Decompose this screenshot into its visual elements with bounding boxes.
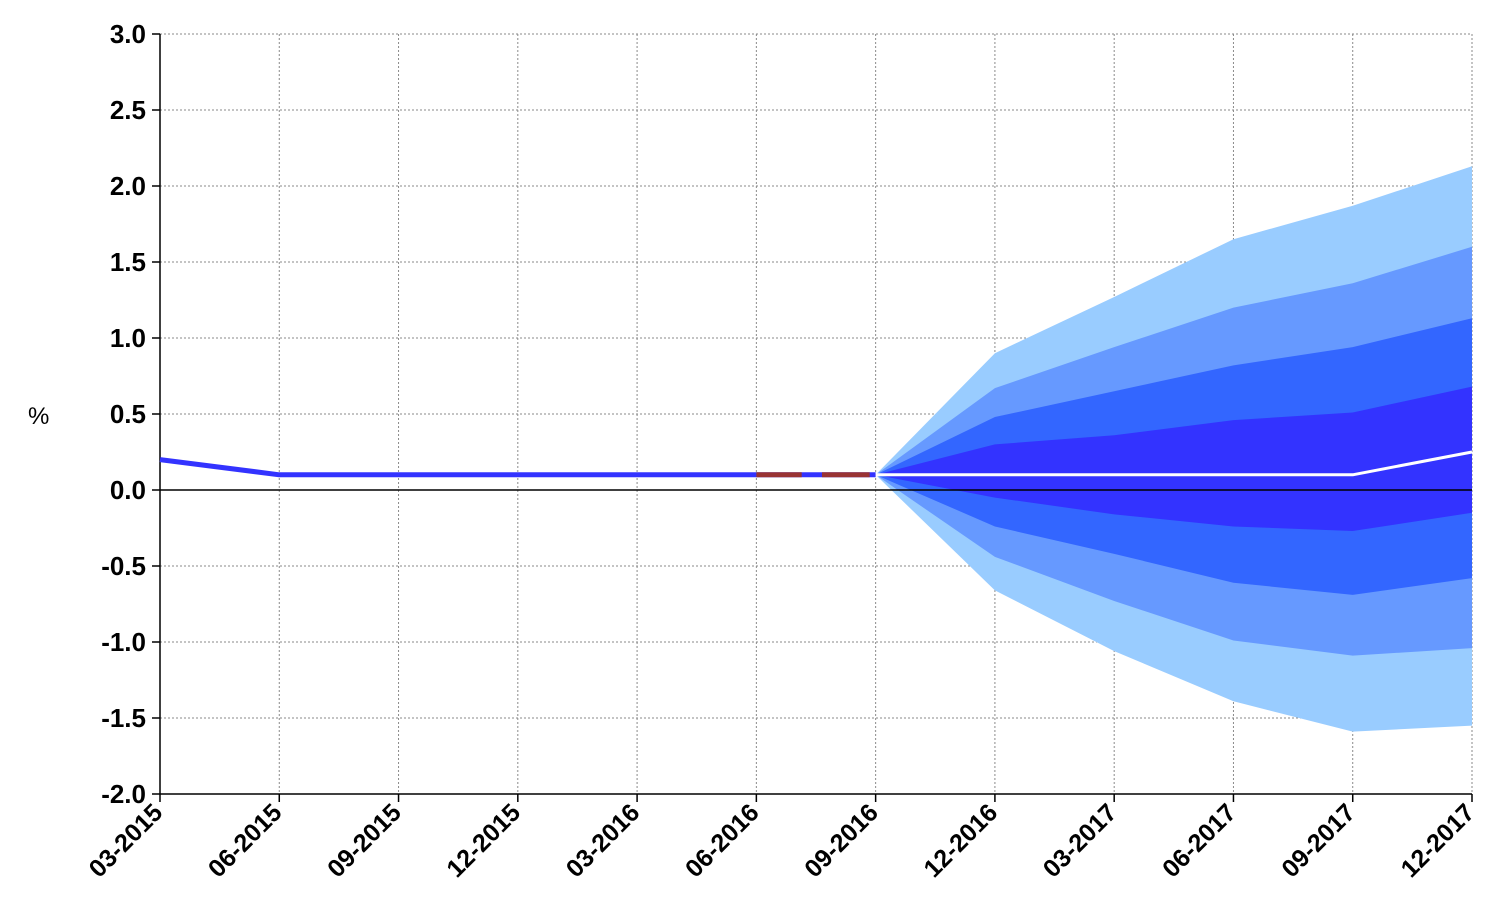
- fan-bands: [875, 166, 1472, 732]
- y-tick-label: 1.5: [110, 247, 146, 277]
- x-tick-label: 03-2017: [1038, 798, 1123, 883]
- y-tick-label: -1.5: [101, 703, 146, 733]
- x-tick-label: 06-2015: [203, 798, 288, 883]
- x-tick-label: 12-2016: [918, 798, 1003, 883]
- x-tick-label: 09-2016: [799, 798, 884, 883]
- x-tick-label: 06-2016: [680, 798, 765, 883]
- x-tick-label: 12-2017: [1396, 798, 1481, 883]
- x-tick-label: 09-2017: [1276, 798, 1361, 883]
- x-tick-label: 06-2017: [1157, 798, 1242, 883]
- y-tick-label: 0.0: [110, 475, 146, 505]
- series-lines: [159, 450, 1473, 478]
- x-tick-label: 03-2016: [561, 798, 646, 883]
- fan-band-4: [875, 386, 1472, 532]
- y-tick-label: 3.0: [110, 19, 146, 49]
- y-tick-label: 0.5: [110, 399, 146, 429]
- y-tick-label: -2.0: [101, 779, 146, 809]
- x-tick-label: 03-2015: [84, 798, 169, 883]
- y-tick-label: 2.0: [110, 171, 146, 201]
- y-axis-label: %: [28, 403, 49, 430]
- axes: [152, 33, 1473, 802]
- x-tick-label: 09-2015: [322, 798, 407, 883]
- y-tick-label: -0.5: [101, 551, 146, 581]
- x-tick-label: 12-2015: [441, 798, 526, 883]
- y-tick-label: 2.5: [110, 95, 146, 125]
- projection-line: [875, 450, 1473, 477]
- y-tick-label: -1.0: [101, 627, 146, 657]
- y-tick-label: 1.0: [110, 323, 146, 353]
